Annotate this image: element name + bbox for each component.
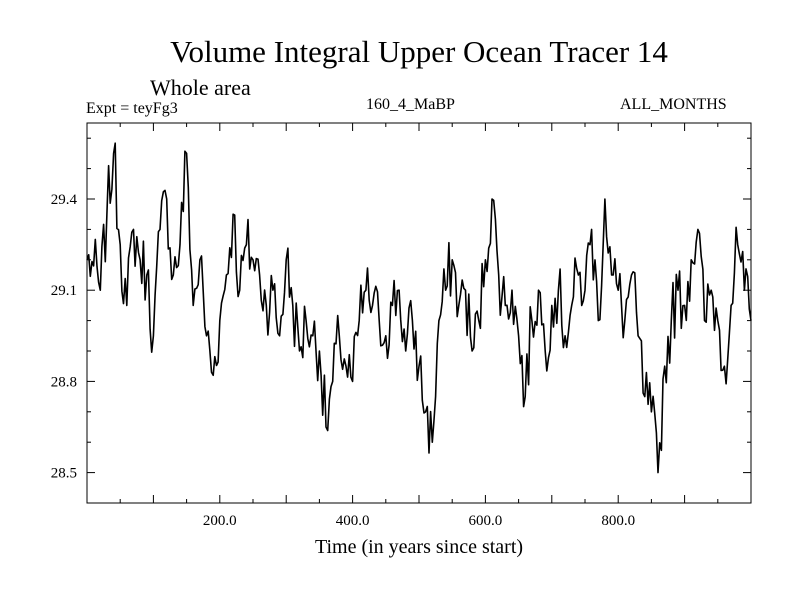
experiment-label: Expt = teyFg3	[86, 100, 178, 117]
tracer-series-line	[86, 142, 752, 474]
period-label: ALL_MONTHS	[620, 96, 727, 113]
x-axis-label: Time (in years since start)	[314, 536, 524, 558]
run-label: 160_4_MaBP	[366, 96, 455, 113]
y-tick-label: 29.4	[51, 192, 78, 208]
axis-ticks	[87, 123, 751, 504]
tick-labels: 200.0 400.0 600.0 800.0 28.5 28.8 29.1 29.4	[51, 192, 635, 529]
x-tick-label: 600.0	[469, 513, 503, 529]
x-tick-label: 200.0	[203, 513, 237, 529]
x-tick-label: 800.0	[601, 513, 635, 529]
plot-frame	[86, 122, 752, 504]
chart-subtitle: Whole area	[150, 75, 251, 100]
y-tick-label: 29.1	[51, 283, 77, 299]
y-tick-label: 28.8	[51, 374, 77, 390]
chart-title: Volume Integral Upper Ocean Tracer 14	[170, 34, 668, 69]
y-tick-label: 28.5	[51, 466, 77, 482]
x-tick-label: 400.0	[336, 513, 370, 529]
